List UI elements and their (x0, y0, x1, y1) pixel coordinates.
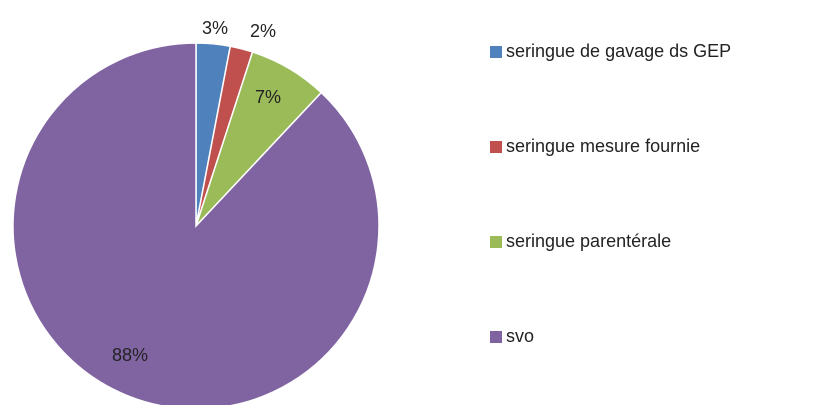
data-label: 88% (112, 345, 148, 365)
legend-label: seringue mesure fournie (506, 136, 700, 156)
data-label: 3% (202, 18, 228, 38)
data-label: 7% (255, 87, 281, 107)
legend-label: seringue de gavage ds GEP (506, 41, 731, 61)
legend-swatch (490, 331, 502, 343)
legend-label: svo (506, 326, 534, 346)
legend-swatch (490, 236, 502, 248)
pie-slice (12, 42, 380, 405)
legend-swatch (490, 46, 502, 58)
legend-label: seringue parentérale (506, 231, 671, 251)
data-label: 2% (250, 21, 276, 41)
legend-swatch (490, 141, 502, 153)
